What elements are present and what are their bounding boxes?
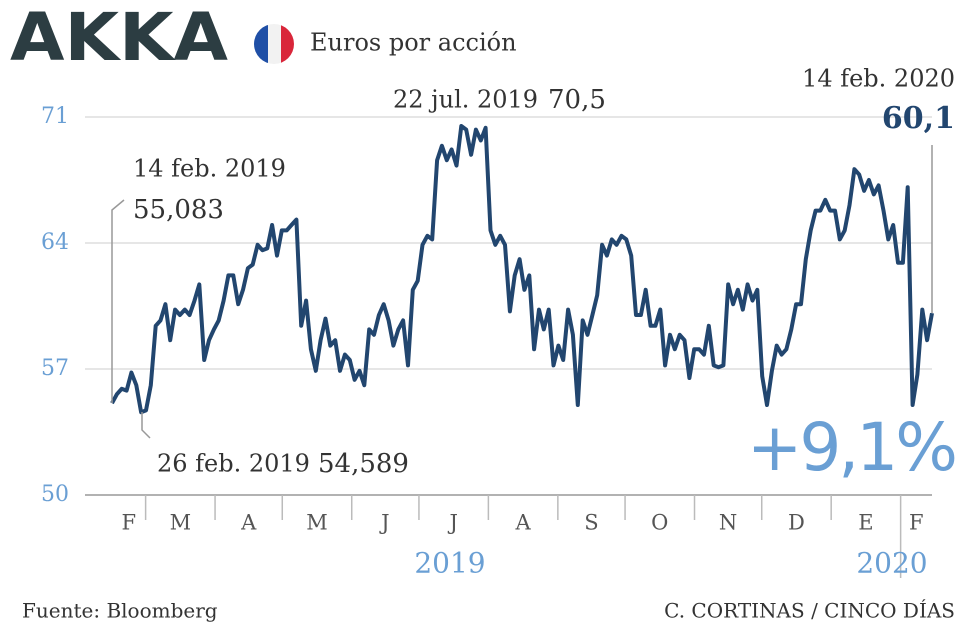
x-tick-label: J [447,511,457,535]
x-tick-label: A [515,511,532,535]
x-tick-label: F [122,511,137,535]
leader-line [111,199,125,403]
x-tick-label: F [909,511,924,535]
credit: C. CORTINAS / CINCO DÍAS [664,599,955,623]
source: Fuente: Bloomberg [22,599,218,623]
annotation-date: 14 feb. 2020 [802,65,955,93]
annotation-date: 14 feb. 2019 [133,155,286,183]
brand-logo: AKKA [10,0,228,76]
annotation-date: 26 feb. 2019 [157,450,310,478]
annotation-value: 54,589 [318,449,409,479]
flag [254,24,294,64]
annotation-value: 70,5 [548,85,606,115]
x-tick-label: S [584,511,598,535]
y-tick-label: 64 [41,230,69,255]
change-label: +9,1% [747,409,955,486]
price-line [110,124,934,415]
x-tick-label: N [719,511,737,535]
x-tick-label: O [651,511,668,535]
x-tick-label: E [858,511,873,535]
x-tick-label: M [306,511,328,535]
annotation-date: 22 jul. 2019 [393,86,538,114]
x-tick-label: A [240,511,257,535]
y-tick-label: 71 [41,104,69,129]
y-tick-label: 57 [41,356,69,381]
subtitle: Euros por acción [310,29,517,57]
year-label: 2020 [856,547,927,580]
year-label: 2019 [414,547,485,580]
leader-line [141,412,151,439]
x-tick-label: M [170,511,192,535]
x-tick-label: D [788,511,805,535]
annotation-value: 60,1 [882,101,955,136]
annotation-value: 55,083 [133,195,224,225]
y-tick-label: 50 [41,482,69,507]
x-tick-label: J [379,511,389,535]
